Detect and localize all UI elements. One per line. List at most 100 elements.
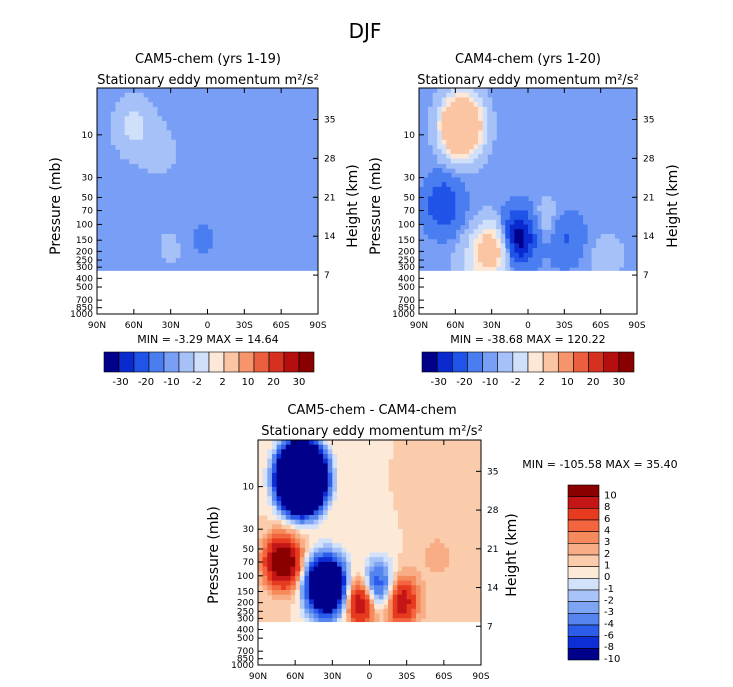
- field-cell: [318, 613, 324, 619]
- field-cell: [383, 571, 389, 577]
- field-cell: [115, 111, 121, 117]
- field-cell: [429, 557, 436, 563]
- field-cell: [285, 571, 292, 577]
- field-cell: [198, 238, 204, 244]
- field-cell: [459, 97, 466, 103]
- field-cell: [360, 585, 366, 591]
- field-cell: [124, 149, 130, 155]
- field-cell: [332, 477, 338, 483]
- field-cell: [341, 482, 347, 488]
- field-cell: [383, 566, 389, 572]
- field-cell: [369, 458, 375, 465]
- field-cell: [568, 229, 575, 235]
- field-cell: [555, 248, 561, 254]
- field-cell: [323, 519, 329, 525]
- field-cell: [318, 486, 324, 493]
- field-cell: [514, 219, 520, 226]
- field-cell: [437, 130, 443, 136]
- field-cell: [473, 97, 479, 103]
- field-cell: [468, 224, 475, 230]
- field-cell: [441, 158, 447, 164]
- field-cell: [378, 477, 385, 483]
- field-cell: [341, 458, 347, 465]
- field-cell: [559, 229, 565, 235]
- field-cell: [346, 463, 352, 469]
- field-cell: [143, 102, 149, 108]
- field-cell: [295, 486, 301, 493]
- field-cell: [156, 149, 163, 155]
- field-cell: [299, 515, 306, 521]
- field-cell: [336, 440, 343, 446]
- field-cell: [509, 257, 515, 263]
- field-cell: [327, 477, 333, 483]
- field-cell: [411, 594, 417, 600]
- field-cell: [500, 215, 506, 221]
- field-cell: [267, 440, 273, 446]
- field-cell: [299, 505, 306, 511]
- field-cell: [271, 557, 278, 563]
- field-cell: [323, 500, 329, 507]
- field-cell: [478, 88, 484, 94]
- field-cell: [437, 139, 443, 146]
- field-cell: [336, 604, 343, 610]
- field-cell: [281, 566, 287, 572]
- field-cell: [505, 266, 511, 273]
- field-cell: [564, 233, 570, 240]
- field-cell: [432, 233, 438, 240]
- field-cell: [262, 454, 268, 460]
- field-cell: [455, 120, 461, 127]
- field-cell: [455, 252, 461, 259]
- field-cell: [450, 116, 456, 122]
- field-cell: [420, 608, 426, 615]
- field-cell: [455, 262, 461, 268]
- field-cell: [383, 529, 389, 535]
- field-cell: [271, 566, 278, 572]
- field-cell: [166, 243, 172, 249]
- field-cell: [450, 120, 456, 127]
- field-cell: [374, 515, 380, 521]
- field-cell: [505, 262, 511, 268]
- field-cell: [323, 524, 329, 530]
- field-cell: [432, 186, 438, 193]
- field-cell: [355, 529, 361, 535]
- field-cell: [374, 463, 380, 469]
- field-cell: [309, 477, 315, 483]
- field-cell: [364, 486, 371, 493]
- field-cell: [559, 219, 565, 226]
- field-cell: [285, 515, 292, 521]
- field-cell: [402, 566, 408, 572]
- field-cell: [378, 585, 385, 591]
- field-cell: [514, 257, 520, 263]
- field-cell: [285, 510, 292, 516]
- field-cell: [473, 163, 479, 169]
- field-cell: [559, 248, 565, 254]
- field-cell: [568, 219, 575, 226]
- field-cell: [304, 552, 310, 558]
- field-cell: [295, 552, 301, 558]
- field-cell: [304, 613, 310, 619]
- field-cell: [336, 557, 343, 563]
- field-cell: [596, 257, 602, 263]
- field-cell: [350, 613, 357, 619]
- field-cell: [336, 500, 343, 507]
- field-cell: [327, 571, 333, 577]
- field-cell: [514, 243, 520, 249]
- field-cell: [500, 238, 506, 244]
- field-cell: [415, 604, 422, 610]
- field-cell: [166, 135, 172, 141]
- field-cell: [383, 608, 389, 615]
- field-cell: [350, 468, 357, 474]
- field-cell: [285, 594, 292, 600]
- colorbar-swatch: [567, 554, 600, 567]
- field-cell: [402, 599, 408, 605]
- field-cell: [309, 618, 315, 624]
- field-cell: [577, 219, 584, 226]
- field-cell: [332, 500, 338, 507]
- field-cell: [441, 172, 447, 179]
- field-cell: [437, 106, 443, 113]
- field-cell: [378, 468, 385, 474]
- field-cell: [473, 229, 479, 235]
- field-cell: [446, 224, 452, 230]
- field-cell: [546, 201, 552, 207]
- field-cell: [383, 500, 389, 507]
